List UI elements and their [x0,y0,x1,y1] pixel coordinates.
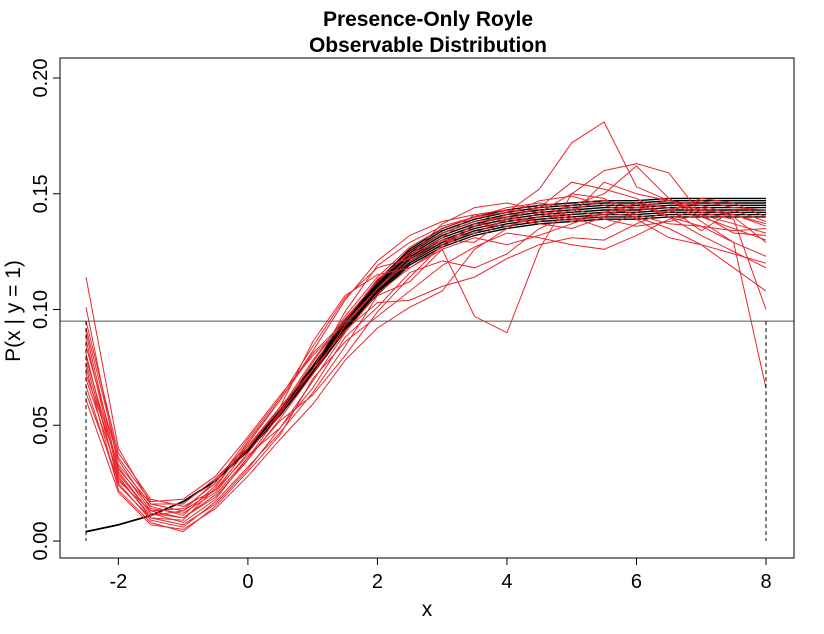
y-tick-label: 0.20 [30,59,52,98]
estimated-curve-13 [85,195,767,526]
x-axis-label: x [422,598,433,621]
y-tick-label: 0.10 [30,290,52,329]
y-axis: 0.00 0.05 0.10 0.15 0.20 [30,59,61,561]
x-tick-label: 4 [501,571,512,593]
true-curve-1 [85,216,766,533]
estimated-curve-9 [85,181,767,517]
y-tick-label: 0.05 [30,406,52,445]
x-tick-label: 2 [372,571,383,593]
x-tick-label: 0 [242,571,253,593]
estimated-curve-4 [85,165,767,524]
x-tick-label: -2 [109,571,127,593]
estimated-curve-16 [85,200,767,503]
estimated-curve-1 [85,181,767,512]
estimated-curve-14 [85,197,767,512]
estimated-curve-6 [85,202,767,514]
estimated-curve-12 [85,202,767,519]
reference-layer [60,320,794,541]
x-axis: -2 0 2 4 6 8 [109,557,772,593]
x-tick-label: 6 [631,571,642,593]
y-axis-label: P(x | y = 1) [2,260,25,362]
true-curve-2 [85,213,766,533]
estimated-curve-15 [85,193,767,530]
plot-frame [59,57,795,559]
estimated-curve-2 [85,121,767,519]
y-tick-label: 0.00 [30,522,52,561]
estimated-curve-3 [85,163,767,507]
estimated-curve-7 [85,211,767,528]
chart-subtitle: Observable Distribution [309,34,547,57]
estimated-curve-11 [85,197,767,505]
x-tick-label: 8 [760,571,771,593]
series-layer [85,121,767,533]
y-tick-label: 0.15 [30,174,52,213]
chart-title: Presence-Only Royle [323,8,533,31]
